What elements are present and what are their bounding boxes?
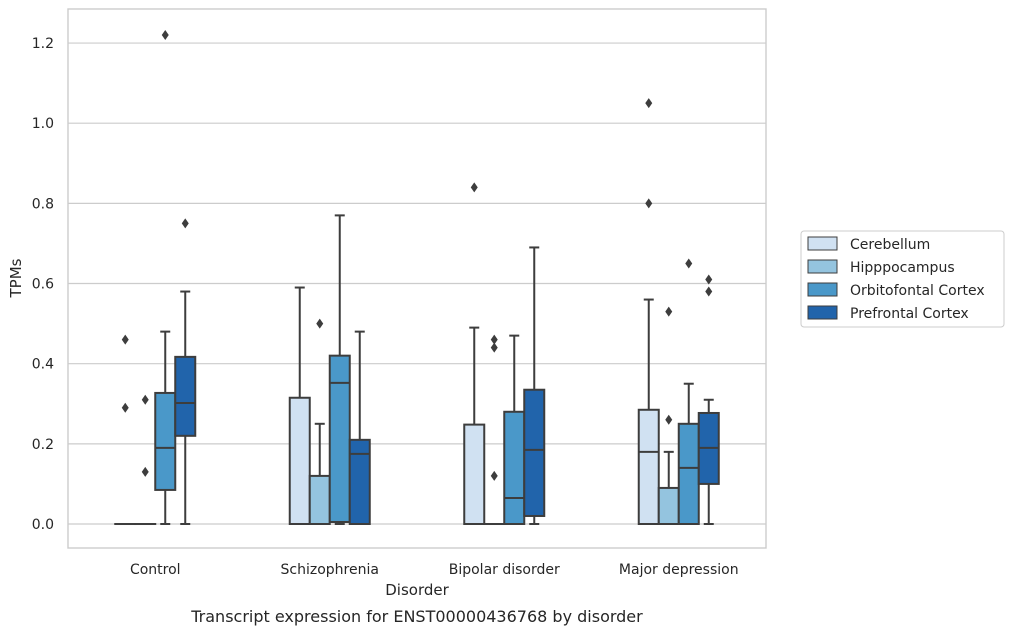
box-orbitofontal-cortex <box>154 30 177 525</box>
y-axis-title: TPMs <box>7 258 25 298</box>
legend-frame <box>800 230 1005 328</box>
legend: Cerebellum Hipppocampus Orbitofontal Corte… <box>800 230 1005 328</box>
x-axis-ticks: Control Schizophrenia Bipolar disorder Majo… <box>130 562 739 578</box>
box-iqr <box>677 422 700 525</box>
box-plots <box>114 30 720 526</box>
legend-swatch <box>807 305 838 320</box>
y-tick-label: 1.0 <box>32 116 54 132</box>
y-tick-label: 1.2 <box>32 36 54 52</box>
box-iqr <box>288 396 311 525</box>
box-iqr <box>308 474 331 525</box>
outlier-point <box>645 198 653 209</box>
y-tick-label: 0.2 <box>32 437 54 453</box>
x-tick-label: Major depression <box>619 562 739 578</box>
outlier-point <box>316 318 324 329</box>
outlier-point <box>181 218 189 229</box>
y-axis-ticks: 0.0 0.2 0.4 0.6 0.8 1.0 1.2 <box>32 36 54 533</box>
x-tick-label: Bipolar disorder <box>449 562 560 578</box>
box-iqr <box>503 410 526 525</box>
box-orbitofontal-cortex <box>677 258 700 525</box>
box-cerebellum <box>637 98 660 525</box>
legend-label: Orbitofontal Cortex <box>850 283 985 299</box>
x-axis-title: Disorder <box>385 581 449 599</box>
legend-label: Cerebellum <box>850 237 930 253</box>
outlier-point <box>665 306 673 317</box>
legend-label: Prefrontal Cortex <box>850 306 969 322</box>
box-hipppocampus <box>657 306 680 526</box>
chart-caption: Transcript expression for ENST0000043676… <box>190 607 643 626</box>
legend-label: Hipppocampus <box>850 260 955 276</box>
box-iqr <box>174 355 197 437</box>
y-tick-label: 0.8 <box>32 196 54 212</box>
outlier-point <box>121 334 129 345</box>
box-prefrontal-cortex <box>174 218 197 525</box>
y-tick-label: 0.4 <box>32 357 54 373</box>
box-iqr <box>637 408 660 525</box>
outlier-point <box>685 258 693 269</box>
outlier-point <box>665 414 673 425</box>
box-iqr <box>328 354 351 523</box>
box-orbitofontal-cortex <box>328 214 351 525</box>
box-cerebellum <box>463 182 486 525</box>
box-prefrontal-cortex <box>523 246 546 525</box>
legend-swatch <box>807 282 838 297</box>
box-prefrontal-cortex <box>697 274 720 525</box>
outlier-point <box>141 466 149 477</box>
outlier-point <box>705 274 713 285</box>
box-iqr <box>154 391 177 491</box>
outlier-point <box>645 98 653 109</box>
box-iqr <box>463 423 486 525</box>
box-iqr <box>657 486 680 526</box>
outlier-point <box>141 394 149 405</box>
box-cerebellum <box>288 286 311 525</box>
box-cerebellum <box>114 334 137 526</box>
y-tick-label: 0.0 <box>32 517 54 533</box>
box-prefrontal-cortex <box>348 330 371 525</box>
legend-swatch <box>807 236 838 251</box>
outlier-point <box>161 30 169 41</box>
box-hipppocampus <box>134 394 157 526</box>
outlier-point <box>490 342 498 353</box>
legend-swatch <box>807 259 838 274</box>
y-tick-label: 0.6 <box>32 277 54 293</box>
x-tick-label: Control <box>130 562 181 578</box>
outlier-point <box>121 402 129 413</box>
outlier-point <box>705 286 713 297</box>
x-tick-label: Schizophrenia <box>281 562 379 578</box>
outlier-point <box>490 470 498 481</box>
box-iqr <box>523 388 546 517</box>
outlier-point <box>490 334 498 345</box>
box-iqr <box>348 438 371 525</box>
outlier-point <box>470 182 478 193</box>
